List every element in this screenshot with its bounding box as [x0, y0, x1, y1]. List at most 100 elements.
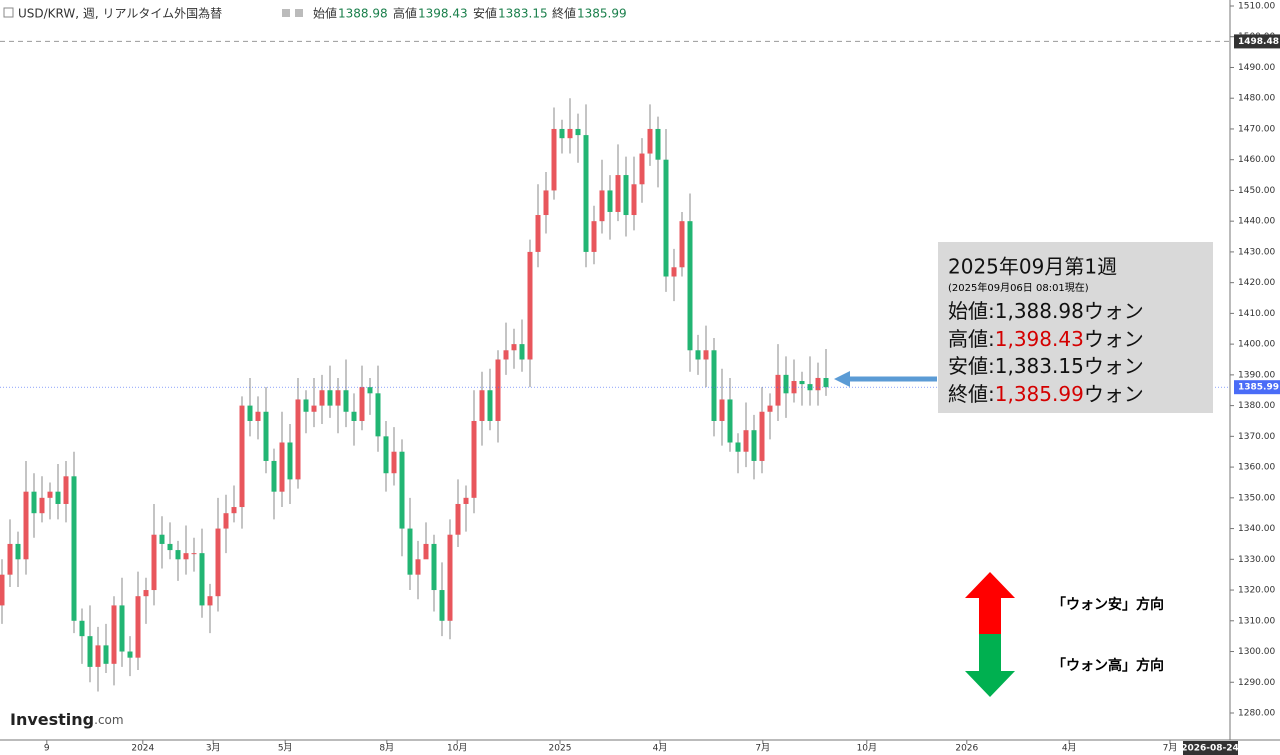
candle-body	[111, 605, 117, 664]
candle-body	[343, 390, 349, 412]
candle-body	[743, 430, 749, 452]
info-label: 安値:	[948, 354, 995, 378]
y-tick-label: 1480.00	[1238, 94, 1275, 104]
candle-body	[535, 215, 541, 252]
candle-body	[207, 596, 213, 606]
candle-body	[631, 184, 637, 216]
header-value: 1383.15	[498, 7, 548, 21]
candle-body	[439, 590, 445, 621]
candle-body	[175, 550, 181, 560]
header-label: 安値	[473, 6, 497, 21]
candle-body	[311, 405, 317, 412]
y-tick-label: 1360.00	[1238, 463, 1275, 473]
candle-body	[551, 128, 557, 191]
x-tick-label: 2024	[131, 744, 154, 754]
candle-body	[87, 636, 93, 667]
candle-body	[327, 390, 333, 406]
icon	[3, 7, 14, 18]
x-tick-label: 8月	[379, 743, 394, 754]
candle-body	[671, 267, 677, 277]
candle-body	[711, 350, 717, 421]
candle-body	[223, 513, 229, 529]
candle-body	[471, 420, 477, 498]
candle-body	[431, 543, 437, 591]
candle-body	[255, 411, 261, 421]
info-title: 2025年09月第1週	[948, 255, 1117, 279]
candle-body	[687, 221, 693, 351]
y-tick-label: 1340.00	[1238, 524, 1275, 534]
candle-body	[695, 350, 701, 360]
header-value: 1385.99	[577, 7, 627, 21]
ref-tag: 1498.48	[1238, 37, 1279, 47]
legend-down: 「ウォン高」方向	[1052, 657, 1164, 674]
candle-body	[391, 451, 397, 474]
candle-body	[447, 534, 453, 621]
title: USD/KRW, 週, リアルタイム外国為替	[18, 7, 222, 21]
candle-body	[279, 442, 285, 492]
info-label: 終値:	[948, 382, 995, 406]
candle-body	[407, 528, 413, 575]
icon	[282, 9, 290, 17]
y-tick-label: 1320.00	[1238, 586, 1275, 596]
candle-body	[759, 411, 765, 461]
candle-body	[0, 574, 5, 606]
candle-body	[167, 543, 173, 551]
candle-body	[55, 491, 61, 504]
y-tick-label: 1290.00	[1238, 678, 1275, 688]
candle-body	[647, 128, 653, 154]
candle-body	[599, 190, 605, 222]
legend-up: 「ウォン安」方向	[1052, 596, 1164, 613]
candle-body	[287, 442, 293, 480]
candle-body	[751, 430, 757, 461]
info-box: 2025年09月第1週 (2025年09月06日 08:01現在) 始値:1,3…	[938, 242, 1213, 413]
y-tick-label: 1510.00	[1238, 2, 1275, 12]
candle-body	[607, 190, 613, 212]
y-tick-label: 1410.00	[1238, 309, 1275, 319]
candle-body	[519, 344, 525, 360]
candle-body	[591, 221, 597, 252]
candle-body	[183, 553, 189, 560]
candle-body	[399, 451, 405, 529]
candle-body	[663, 159, 669, 277]
candle-body	[583, 135, 589, 252]
x-tick-label: 10月	[857, 743, 877, 754]
y-tick-label: 1430.00	[1238, 247, 1275, 257]
up-arrow	[965, 572, 1015, 634]
candle-body	[703, 350, 709, 360]
info-row: 安値:1,383.15ウォン	[948, 354, 1144, 378]
candle-body	[639, 153, 645, 185]
x-end-tag-bg	[1183, 741, 1238, 755]
x-tick-label: 7月	[1163, 743, 1178, 754]
direction-legend: 「ウォン安」方向 「ウォン高」方向	[965, 572, 1164, 697]
candle-body	[375, 393, 381, 437]
y-tick-label: 1400.00	[1238, 340, 1275, 350]
header-label: 始値	[313, 6, 337, 21]
candle-body	[799, 381, 805, 385]
candle-body	[63, 476, 69, 504]
candle-body	[575, 128, 581, 136]
y-tick-label: 1310.00	[1238, 616, 1275, 626]
x-tick-label: 5月	[278, 743, 293, 754]
candle-body	[7, 543, 13, 575]
candle-body	[487, 390, 493, 421]
y-tick-label: 1390.00	[1238, 370, 1275, 380]
candle-body	[767, 405, 773, 412]
candle-body	[455, 503, 461, 535]
info-value: 1,385.99	[995, 382, 1084, 406]
icon	[295, 9, 303, 17]
logo: Investing.com	[10, 710, 124, 729]
candle-body	[527, 251, 533, 360]
y-tick-label: 1370.00	[1238, 432, 1275, 442]
pointer-arrow	[834, 371, 937, 387]
candle-body	[383, 436, 389, 474]
candle-body	[15, 543, 21, 560]
y-tick-label: 1300.00	[1238, 647, 1275, 657]
candle-body	[239, 405, 245, 508]
candle-body	[567, 128, 573, 139]
last-price-tag-bg	[1234, 380, 1280, 395]
x-tick-label: 3月	[206, 743, 221, 754]
x-tick-label: 10月	[447, 743, 467, 754]
ref-tag-bg	[1234, 34, 1280, 49]
candle-body	[479, 390, 485, 421]
